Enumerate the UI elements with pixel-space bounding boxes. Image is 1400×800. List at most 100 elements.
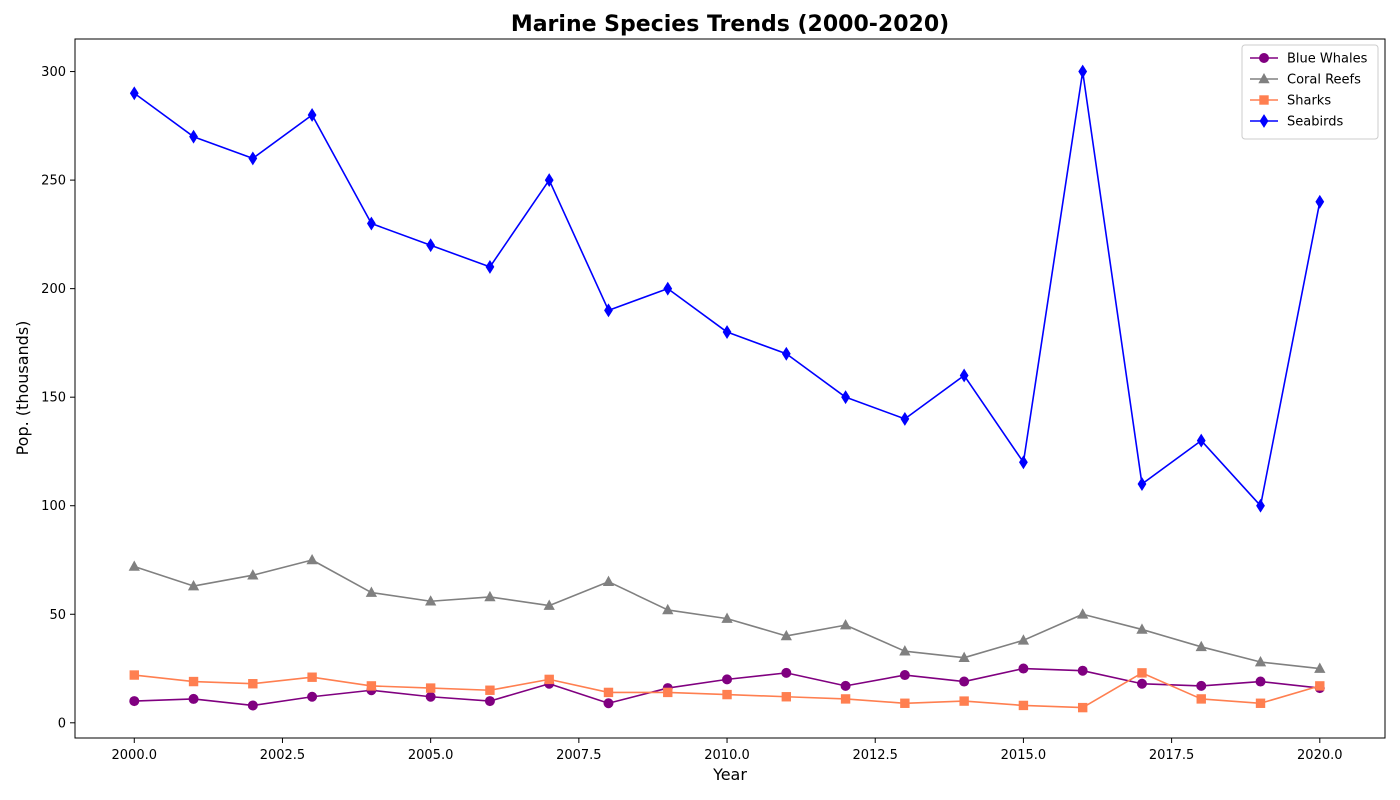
data-point-coral-reefs	[958, 651, 970, 662]
data-point-seabirds	[1137, 477, 1147, 491]
y-tick-label: 200	[41, 282, 66, 297]
data-point-sharks	[307, 672, 317, 682]
data-point-blue-whales	[1196, 680, 1207, 691]
data-point-blue-whales	[247, 700, 258, 711]
data-point-coral-reefs	[1195, 640, 1207, 652]
series-seabirds	[129, 64, 1325, 513]
data-point-blue-whales	[603, 698, 614, 709]
data-point-coral-reefs	[247, 569, 259, 580]
x-tick-label: 2017.5	[1149, 748, 1195, 763]
x-tick-label: 2000.0	[112, 748, 158, 763]
data-point-coral-reefs	[780, 629, 792, 641]
data-point-coral-reefs	[484, 590, 496, 602]
data-point-blue-whales	[899, 670, 910, 681]
y-tick-label: 250	[41, 174, 66, 189]
legend-item-coral-reefs: Coral Reefs	[1250, 73, 1361, 88]
data-point-blue-whales	[188, 693, 199, 704]
y-tick-label: 50	[49, 608, 66, 623]
data-point-seabirds	[959, 368, 969, 383]
data-point-sharks	[544, 674, 554, 685]
data-point-coral-reefs	[602, 575, 615, 587]
data-point-sharks	[900, 698, 910, 708]
data-point-coral-reefs	[1254, 655, 1267, 667]
data-point-seabirds	[189, 129, 198, 144]
data-point-coral-reefs	[662, 603, 674, 615]
legend-box	[1241, 44, 1379, 140]
legend-marker	[1258, 72, 1270, 84]
data-point-sharks	[425, 683, 436, 693]
data-point-sharks	[840, 694, 851, 704]
data-point-blue-whales	[959, 676, 970, 687]
data-point-seabirds	[544, 173, 554, 188]
data-point-seabirds	[485, 260, 495, 274]
data-point-seabirds	[1019, 455, 1028, 470]
x-tick-label: 2002.5	[260, 748, 306, 763]
data-point-seabirds	[841, 390, 850, 405]
legend-item-sharks: Sharks	[1250, 94, 1331, 109]
data-point-coral-reefs	[128, 560, 140, 571]
series-sharks	[129, 668, 1325, 713]
data-point-seabirds	[722, 325, 732, 339]
data-point-coral-reefs	[839, 619, 852, 630]
x-tick-label: 2020.0	[1297, 748, 1343, 763]
data-point-coral-reefs	[1136, 623, 1148, 634]
legend-label: Coral Reefs	[1287, 73, 1361, 88]
legend-item-blue-whales: Blue Whales	[1250, 52, 1368, 67]
data-point-blue-whales	[1077, 665, 1088, 676]
x-tick-label: 2012.5	[852, 748, 898, 763]
data-point-coral-reefs	[306, 553, 318, 565]
legend-label: Seabirds	[1287, 115, 1343, 130]
data-point-coral-reefs	[425, 595, 437, 606]
data-point-coral-reefs	[365, 586, 378, 597]
axes-frame	[74, 38, 1386, 739]
legend-label: Sharks	[1287, 94, 1331, 109]
data-point-blue-whales	[425, 691, 436, 702]
legend-item-seabirds: Seabirds	[1250, 114, 1343, 130]
data-point-seabirds	[663, 281, 673, 296]
plot-area: 2000.0 2002.5 2005.0 2007.5 2010.0 2012.5 2015…	[41, 38, 1386, 763]
data-point-sharks	[248, 679, 258, 689]
x-tick-label: 2010.0	[704, 748, 750, 763]
legend-marker	[1259, 95, 1269, 105]
chart-title: Marine Species Trends (2000-2020)	[511, 12, 949, 37]
data-point-coral-reefs	[1314, 662, 1326, 673]
data-point-blue-whales	[484, 696, 495, 707]
data-point-sharks	[1018, 700, 1029, 711]
data-point-seabirds	[366, 216, 376, 231]
series-coral-reefs	[128, 553, 1326, 673]
x-tick-label: 2005.0	[408, 748, 454, 763]
series-blue-whales	[129, 663, 1325, 711]
y-tick-label: 100	[41, 499, 66, 514]
data-point-sharks	[1315, 681, 1325, 691]
legend-label: Blue Whales	[1287, 52, 1368, 67]
data-point-coral-reefs	[187, 579, 200, 591]
data-point-blue-whales	[781, 667, 792, 678]
data-point-seabirds	[1078, 64, 1088, 79]
data-point-coral-reefs	[1077, 608, 1089, 619]
data-point-sharks	[603, 687, 614, 698]
x-tick-label: 2007.5	[556, 748, 602, 763]
y-tick-label: 300	[41, 65, 66, 80]
data-point-seabirds	[248, 151, 258, 166]
legend: Blue Whales Coral Reefs Sharks Seabirds	[1241, 44, 1379, 140]
data-point-sharks	[129, 670, 139, 680]
y-axis-label: Pop. (thousands)	[13, 321, 32, 456]
data-point-coral-reefs	[1017, 634, 1030, 645]
data-point-sharks	[781, 692, 792, 702]
data-point-seabirds	[604, 303, 613, 318]
data-point-seabirds	[900, 411, 910, 426]
data-point-seabirds	[426, 238, 436, 253]
data-point-coral-reefs	[899, 645, 911, 656]
data-point-sharks	[1196, 694, 1206, 704]
data-point-sharks	[663, 687, 673, 698]
data-point-seabirds	[781, 346, 791, 361]
legend-marker	[1259, 53, 1269, 63]
data-point-sharks	[722, 689, 732, 700]
data-point-blue-whales	[129, 696, 140, 707]
data-point-sharks	[1137, 668, 1147, 678]
data-point-coral-reefs	[721, 612, 733, 623]
data-point-blue-whales	[722, 674, 733, 685]
